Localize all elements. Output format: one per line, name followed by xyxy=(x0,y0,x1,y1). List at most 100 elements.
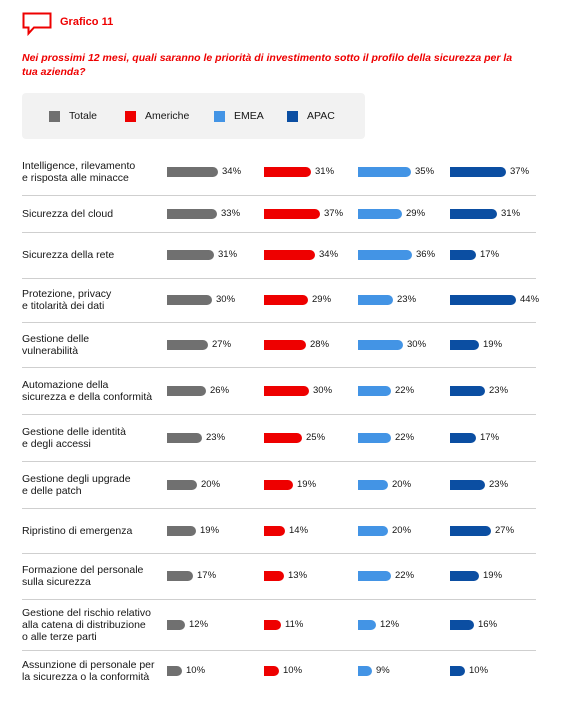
data-label-totale: 27% xyxy=(212,339,232,350)
data-label-emea: 35% xyxy=(415,166,435,177)
row-separator xyxy=(22,322,536,323)
bar-emea xyxy=(358,250,412,260)
legend-swatch-totale xyxy=(49,110,60,122)
category-label: Intelligence, rilevamento e risposta alle… xyxy=(22,160,162,184)
bar-totale xyxy=(167,571,193,581)
category-label: Gestione delle vulnerabilità xyxy=(22,333,162,357)
data-label-totale: 17% xyxy=(197,570,217,581)
bar-apac xyxy=(450,526,491,536)
bar-americhe xyxy=(264,209,320,219)
data-label-apac: 23% xyxy=(489,385,509,396)
bar-totale xyxy=(167,526,196,536)
bar-emea xyxy=(358,480,388,490)
data-label-apac: 17% xyxy=(480,249,500,260)
data-label-apac: 44% xyxy=(520,294,540,305)
category-label: Automazione della sicurezza e della confo… xyxy=(22,379,162,403)
data-label-americhe: 19% xyxy=(297,479,317,490)
category-label-line: Gestione degli upgrade xyxy=(22,473,131,485)
data-label-emea: 22% xyxy=(395,385,415,396)
data-label-apac: 23% xyxy=(489,479,509,490)
data-label-apac: 16% xyxy=(478,619,498,630)
bar-totale xyxy=(167,620,185,630)
legend: Totale Americhe EMEA APAC xyxy=(22,93,365,139)
legend-label-americhe: Americhe xyxy=(145,110,190,122)
data-label-emea: 30% xyxy=(407,339,427,350)
category-label-line: Ripristino di emergenza xyxy=(22,525,133,537)
bar-totale xyxy=(167,480,197,490)
data-label-emea: 36% xyxy=(416,249,436,260)
bar-apac xyxy=(450,620,474,630)
data-label-americhe: 30% xyxy=(313,385,333,396)
bar-emea xyxy=(358,571,391,581)
row-separator xyxy=(22,278,536,279)
data-label-apac: 19% xyxy=(483,570,503,581)
data-label-emea: 29% xyxy=(406,208,426,219)
legend-swatch-emea xyxy=(214,110,225,122)
bar-emea xyxy=(358,433,391,443)
legend-item-totale: Totale xyxy=(49,110,97,122)
row-separator xyxy=(22,367,536,368)
row-separator xyxy=(22,414,536,415)
bar-totale xyxy=(167,209,217,219)
data-label-americhe: 31% xyxy=(315,166,335,177)
category-label: Sicurezza della rete xyxy=(22,249,162,261)
chart-number-title: Grafico 11 xyxy=(60,16,114,28)
legend-item-americhe: Americhe xyxy=(125,110,189,122)
bar-americhe xyxy=(264,620,281,630)
data-label-americhe: 28% xyxy=(310,339,330,350)
legend-swatch-americhe xyxy=(125,110,136,122)
category-label: Ripristino di emergenza xyxy=(22,525,162,537)
data-label-apac: 17% xyxy=(480,432,500,443)
data-label-americhe: 10% xyxy=(283,665,303,676)
data-label-apac: 10% xyxy=(469,665,489,676)
legend-swatch-apac xyxy=(287,110,298,122)
category-label: Protezione, privacy e titolarità dei dati xyxy=(22,288,162,312)
category-label-line: o alle terze parti xyxy=(22,631,97,643)
legend-label-totale: Totale xyxy=(69,110,98,122)
row-separator xyxy=(22,195,536,196)
data-label-americhe: 25% xyxy=(306,432,326,443)
bar-emea xyxy=(358,340,403,350)
legend-label-apac: APAC xyxy=(307,110,335,122)
legend-item-apac: APAC xyxy=(287,110,335,122)
category-label: Assunzione di personale per la sicurezza … xyxy=(22,659,162,683)
data-label-emea: 23% xyxy=(397,294,417,305)
row-separator xyxy=(22,553,536,554)
data-label-apac: 37% xyxy=(510,166,530,177)
data-label-totale: 33% xyxy=(221,208,241,219)
bar-americhe xyxy=(264,526,285,536)
data-label-americhe: 14% xyxy=(289,525,309,536)
data-label-americhe: 11% xyxy=(285,619,304,630)
bar-americhe xyxy=(264,433,302,443)
data-label-totale: 26% xyxy=(210,385,230,396)
bar-americhe xyxy=(264,666,279,676)
bar-americhe xyxy=(264,167,311,177)
category-label-line: e degli accessi xyxy=(22,438,91,450)
data-label-totale: 34% xyxy=(222,166,242,177)
data-label-emea: 20% xyxy=(392,525,412,536)
bar-totale xyxy=(167,295,212,305)
bar-apac xyxy=(450,571,479,581)
data-label-americhe: 13% xyxy=(288,570,308,581)
category-label-line: vulnerabilità xyxy=(22,345,79,357)
bar-americhe xyxy=(264,571,284,581)
bar-americhe xyxy=(264,480,293,490)
bar-apac xyxy=(450,386,485,396)
data-label-emea: 20% xyxy=(392,479,412,490)
legend-item-emea: EMEA xyxy=(214,110,264,122)
category-label-line: Sicurezza della rete xyxy=(22,249,115,261)
bar-apac xyxy=(450,167,506,177)
data-label-americhe: 29% xyxy=(312,294,332,305)
data-label-americhe: 37% xyxy=(324,208,344,219)
bar-apac xyxy=(450,480,485,490)
category-label-line: e delle patch xyxy=(22,485,82,497)
row-separator xyxy=(22,508,536,509)
bar-emea xyxy=(358,295,393,305)
data-label-totale: 12% xyxy=(189,619,209,630)
category-label-line: Sicurezza del cloud xyxy=(22,208,114,220)
bar-emea xyxy=(358,526,388,536)
data-label-emea: 22% xyxy=(395,570,415,581)
bar-emea xyxy=(358,209,402,219)
bar-apac xyxy=(450,340,479,350)
